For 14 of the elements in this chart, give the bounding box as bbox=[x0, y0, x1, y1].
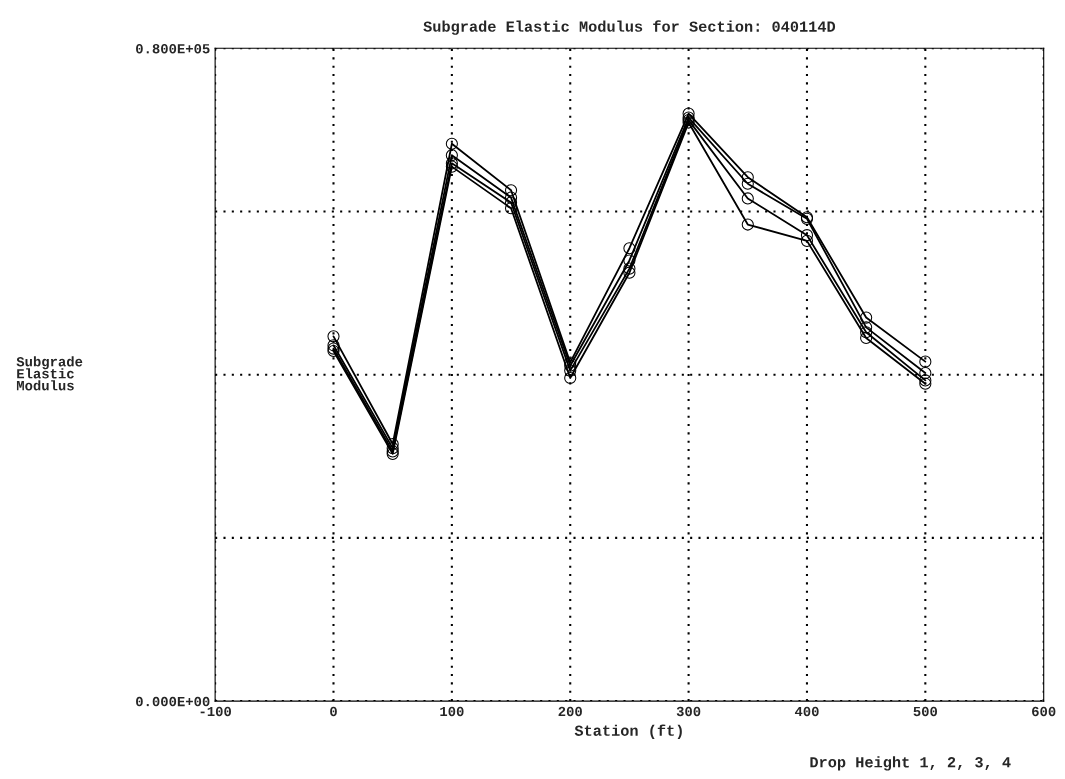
x-tick-label: 400 bbox=[794, 706, 819, 717]
text: Drop Height 1, 2, 3, 4 bbox=[810, 756, 1011, 771]
x-tick-label: 0 bbox=[330, 706, 337, 717]
x-tick-label: -100 bbox=[200, 706, 231, 717]
y-tick-label: 0.800E+05 bbox=[136, 44, 210, 54]
x-axis-title: Station (ft) bbox=[574, 724, 682, 739]
y-tick-label: 0.000E+00 bbox=[136, 696, 210, 707]
x-tick-label: 200 bbox=[558, 706, 582, 717]
x-tick-label: 500 bbox=[913, 706, 938, 717]
x-tick-label: 600 bbox=[1032, 706, 1056, 717]
x-tick-label: 300 bbox=[676, 706, 701, 717]
x-tick-label: 100 bbox=[440, 706, 464, 717]
chart-title: Subgrade Elastic Modulus for Section: 040114D bbox=[423, 20, 836, 35]
y-axis-title: Subgrade Elastic Modulus bbox=[16, 356, 83, 391]
